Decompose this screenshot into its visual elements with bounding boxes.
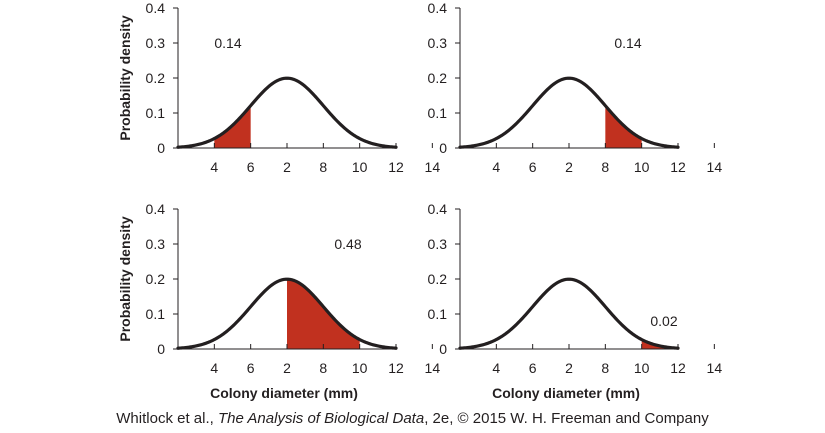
caption-suffix: , 2e, © 2015 W. H. Freeman and Company: [424, 410, 709, 427]
y-tick-label: 0.3: [428, 35, 448, 51]
x-tick-label: 8: [319, 360, 327, 376]
y-tick-label: 0.4: [146, 0, 166, 16]
area-value-label: 0.14: [214, 35, 241, 51]
area-value-label: 0.14: [614, 35, 641, 51]
y-tick-label: 0.1: [428, 306, 448, 322]
y-axis-title: Probability density: [117, 15, 133, 140]
shaded-area: [287, 279, 360, 349]
x-tick-label: 2: [283, 360, 291, 376]
caption-prefix: Whitlock et al.,: [116, 410, 218, 427]
y-tick-label: 0.1: [146, 306, 166, 322]
x-tick-label: 14: [425, 360, 441, 376]
figure-caption: Whitlock et al., The Analysis of Biologi…: [0, 410, 825, 427]
y-tick-label: 0.2: [428, 70, 448, 86]
chart-panel-4: 4 6 2 8 10 12 14 0 0.1 0.2 0.3 0.4 0.02 Colony diamet…: [428, 201, 723, 401]
y-tick-label: 0.3: [428, 236, 448, 252]
density-curve: [458, 277, 680, 350]
x-tick-label: 10: [352, 159, 368, 175]
x-axis-title: Colony diameter (mm): [210, 385, 358, 401]
y-axis-title: Probability density: [117, 216, 133, 341]
x-tick-label: 12: [388, 360, 404, 376]
x-tick-label: 2: [283, 159, 291, 175]
x-tick-label: 8: [601, 360, 609, 376]
x-tick-label: 6: [247, 360, 255, 376]
x-tick-label: 10: [634, 159, 650, 175]
y-tick-label: 0.2: [146, 70, 166, 86]
x-tick-label: 4: [492, 159, 500, 175]
x-tick-label: 14: [707, 159, 723, 175]
y-tick-label: 0.4: [428, 201, 448, 217]
x-tick-label: 2: [565, 360, 573, 376]
x-tick-label: 14: [425, 159, 441, 175]
x-tick-label: 10: [352, 360, 368, 376]
x-tick-label: 4: [492, 360, 500, 376]
x-tick-label: 14: [707, 360, 723, 376]
y-tick-label: 0.3: [146, 35, 166, 51]
x-axis-title: Colony diameter (mm): [492, 385, 640, 401]
x-tick-label: 12: [670, 360, 686, 376]
x-tick-label: 8: [319, 159, 327, 175]
area-value-label: 0.02: [650, 313, 677, 329]
x-tick-label: 2: [565, 159, 573, 175]
area-value-label: 0.48: [334, 236, 361, 252]
x-tick-label: 10: [634, 360, 650, 376]
y-tick-label: 0.1: [428, 105, 448, 121]
chart-panel-2: 4 6 2 8 10 12 14 0 0.1 0.2 0.3 0.4 0.14: [428, 0, 723, 175]
x-tick-label: 4: [210, 159, 218, 175]
x-tick-label: 12: [388, 159, 404, 175]
chart-panel-1: 4 6 2 8 10 12 14 0 0.1 0.2 0.3 0.4 0.14 Probability d…: [117, 0, 440, 175]
density-curve: [176, 76, 398, 149]
x-tick-label: 12: [670, 159, 686, 175]
y-tick-label: 0.4: [428, 0, 448, 16]
caption-book-title: The Analysis of Biological Data: [217, 410, 425, 427]
density-curve: [458, 76, 680, 149]
x-tick-label: 6: [247, 159, 255, 175]
shaded-area: [641, 339, 678, 349]
y-tick-label: 0: [439, 341, 447, 357]
y-tick-label: 0: [439, 140, 447, 156]
y-tick-label: 0.2: [146, 271, 166, 287]
chart-panel-3: 4 6 2 8 10 12 14 0 0.1 0.2 0.3 0.4 0.48 Probability d…: [117, 201, 440, 401]
y-tick-label: 0.4: [146, 201, 166, 217]
y-tick-label: 0.3: [146, 236, 166, 252]
y-tick-label: 0.1: [146, 105, 166, 121]
y-tick-label: 0: [157, 140, 165, 156]
x-tick-label: 6: [529, 360, 537, 376]
y-tick-label: 0: [157, 341, 165, 357]
x-tick-label: 8: [601, 159, 609, 175]
x-tick-label: 4: [210, 360, 218, 376]
x-tick-label: 6: [529, 159, 537, 175]
y-tick-label: 0.2: [428, 271, 448, 287]
density-curve: [176, 277, 398, 350]
